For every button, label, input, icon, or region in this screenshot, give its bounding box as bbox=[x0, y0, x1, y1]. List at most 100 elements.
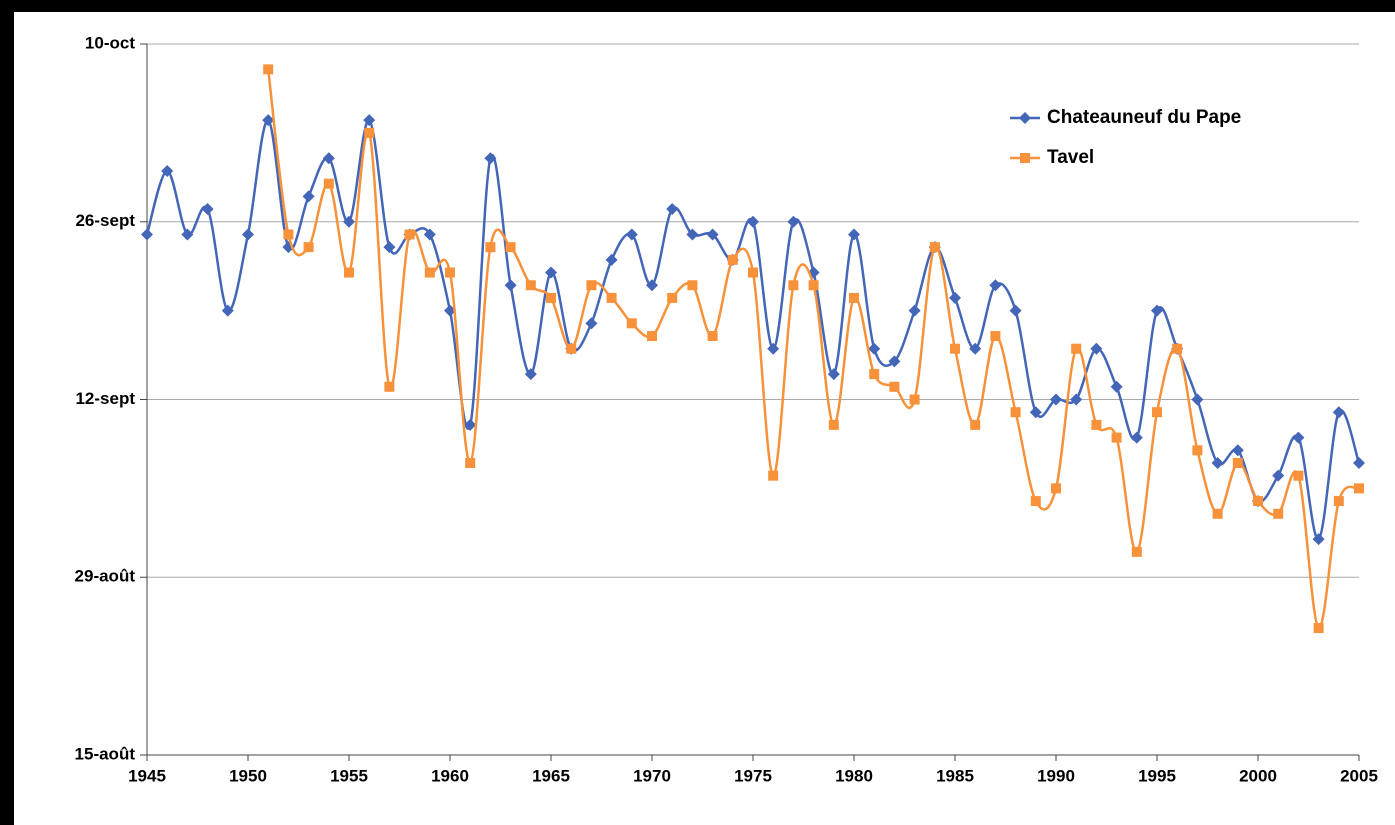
point bbox=[363, 114, 376, 127]
point bbox=[707, 331, 718, 342]
point bbox=[1152, 407, 1162, 418]
point bbox=[990, 331, 1001, 342]
x-tick-label: 1995 bbox=[1138, 766, 1176, 785]
point bbox=[767, 342, 780, 355]
point bbox=[950, 343, 960, 354]
point bbox=[545, 266, 557, 279]
point bbox=[1010, 407, 1021, 418]
y-tick-label: 12-sept bbox=[75, 389, 135, 408]
point bbox=[1231, 444, 1244, 457]
point bbox=[787, 215, 800, 228]
point bbox=[828, 419, 839, 430]
point bbox=[808, 280, 819, 291]
point bbox=[626, 318, 637, 329]
point bbox=[221, 304, 234, 317]
point bbox=[504, 279, 517, 292]
point bbox=[343, 215, 355, 228]
point bbox=[484, 152, 497, 165]
point bbox=[706, 228, 719, 241]
x-tick-label: 2005 bbox=[1340, 766, 1378, 785]
point bbox=[283, 229, 294, 240]
point bbox=[687, 280, 698, 291]
plot-background bbox=[14, 12, 1395, 825]
point bbox=[1151, 304, 1163, 317]
point bbox=[1272, 469, 1285, 482]
point bbox=[1212, 508, 1223, 519]
point bbox=[1172, 343, 1183, 354]
y-tick-label: 15-août bbox=[75, 744, 136, 763]
point bbox=[464, 418, 477, 431]
legend: Chateauneuf du Pape Tavel bbox=[1010, 107, 1241, 168]
point bbox=[384, 381, 395, 392]
point bbox=[646, 279, 658, 292]
point bbox=[1293, 470, 1304, 481]
point bbox=[1050, 393, 1062, 406]
point bbox=[747, 215, 759, 228]
point bbox=[1354, 483, 1364, 494]
legend-label: Chateauneuf du Pape bbox=[1047, 107, 1241, 128]
y-tick-label: 26-sept bbox=[75, 211, 135, 230]
point bbox=[364, 127, 375, 138]
point bbox=[323, 178, 334, 189]
point bbox=[344, 267, 354, 278]
point bbox=[666, 203, 679, 216]
x-tick-label: 1950 bbox=[229, 766, 267, 785]
point bbox=[1332, 406, 1345, 419]
point bbox=[970, 419, 981, 430]
x-tick-label: 1970 bbox=[633, 766, 671, 785]
point bbox=[1353, 456, 1365, 469]
point bbox=[181, 228, 194, 241]
point bbox=[748, 267, 758, 278]
point bbox=[1191, 393, 1204, 406]
point bbox=[1312, 533, 1325, 546]
point bbox=[667, 292, 678, 303]
point bbox=[586, 280, 597, 291]
point bbox=[585, 317, 598, 330]
point bbox=[1070, 393, 1083, 406]
point bbox=[302, 190, 315, 203]
point bbox=[242, 228, 254, 241]
point bbox=[1211, 456, 1224, 469]
point bbox=[848, 228, 860, 241]
point bbox=[1051, 483, 1061, 494]
point bbox=[566, 343, 577, 354]
point bbox=[1029, 406, 1042, 419]
point bbox=[868, 342, 881, 355]
legend-marker bbox=[1020, 153, 1030, 163]
point bbox=[1313, 623, 1324, 634]
x-tick-label: 1965 bbox=[532, 766, 570, 785]
point bbox=[424, 267, 435, 278]
point bbox=[908, 304, 921, 317]
point bbox=[1111, 432, 1122, 443]
point bbox=[1091, 419, 1102, 430]
point bbox=[606, 292, 617, 303]
point bbox=[889, 381, 900, 392]
point bbox=[161, 164, 174, 177]
legend-marker bbox=[1019, 112, 1031, 124]
point bbox=[1253, 496, 1263, 507]
point bbox=[263, 64, 274, 75]
point bbox=[969, 342, 982, 355]
point bbox=[929, 242, 940, 253]
point bbox=[827, 368, 840, 381]
point bbox=[768, 470, 779, 481]
point bbox=[1090, 342, 1103, 355]
point bbox=[625, 228, 638, 241]
point bbox=[1030, 496, 1041, 507]
point bbox=[1292, 431, 1305, 444]
point bbox=[849, 292, 859, 303]
point bbox=[262, 114, 275, 127]
point bbox=[1232, 457, 1243, 468]
x-tick-label: 1980 bbox=[835, 766, 873, 785]
point bbox=[909, 394, 920, 405]
point bbox=[1110, 380, 1123, 393]
point bbox=[201, 203, 214, 216]
point bbox=[505, 242, 516, 253]
point bbox=[303, 242, 314, 253]
point bbox=[869, 369, 880, 380]
legend-label: Tavel bbox=[1047, 147, 1094, 168]
point bbox=[383, 241, 396, 254]
point bbox=[524, 368, 537, 381]
x-tick-label: 1990 bbox=[1037, 766, 1075, 785]
point bbox=[1130, 431, 1143, 444]
